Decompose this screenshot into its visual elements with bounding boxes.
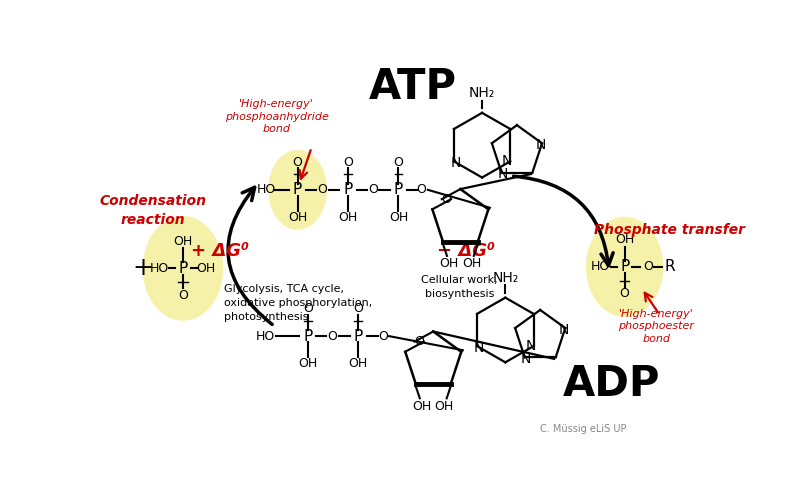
- Text: N: N: [474, 341, 484, 355]
- Text: O: O: [353, 302, 363, 315]
- Text: P: P: [620, 260, 630, 274]
- Text: HO: HO: [150, 262, 170, 275]
- Text: O: O: [368, 183, 378, 197]
- Text: O: O: [394, 156, 403, 169]
- Text: O: O: [178, 289, 188, 302]
- Text: 'High-energy'
phosphoanhydride
bond: 'High-energy' phosphoanhydride bond: [225, 99, 329, 134]
- Text: O: O: [327, 330, 338, 343]
- Text: R: R: [664, 260, 675, 274]
- Text: OH: OH: [434, 400, 454, 412]
- Text: HO: HO: [257, 183, 276, 197]
- Text: OH: OH: [462, 257, 481, 270]
- Text: OH: OH: [440, 257, 459, 270]
- Text: OH: OH: [338, 211, 358, 224]
- Text: O: O: [318, 183, 327, 197]
- Text: OH: OH: [389, 211, 408, 224]
- Text: ATP: ATP: [369, 67, 457, 108]
- Ellipse shape: [268, 150, 327, 230]
- Text: P: P: [343, 182, 353, 198]
- Text: NH₂: NH₂: [469, 86, 495, 100]
- Text: P: P: [303, 329, 312, 344]
- Text: + ΔG⁰: + ΔG⁰: [191, 242, 249, 261]
- Text: OH: OH: [174, 235, 193, 248]
- Text: − ΔG⁰: − ΔG⁰: [437, 242, 494, 261]
- Text: Condensation
reaction: Condensation reaction: [99, 195, 206, 227]
- Text: P: P: [394, 182, 403, 198]
- Text: O: O: [417, 183, 426, 197]
- Text: OH: OH: [288, 211, 307, 224]
- Text: P: P: [178, 261, 187, 276]
- Text: HO: HO: [590, 261, 610, 273]
- Text: Glycolysis, TCA cycle,
oxidative phosphorylation,
photosynthesis: Glycolysis, TCA cycle, oxidative phospho…: [224, 284, 372, 322]
- Text: N: N: [502, 154, 512, 168]
- Text: O: O: [302, 302, 313, 315]
- Text: N: N: [558, 323, 569, 337]
- Ellipse shape: [142, 216, 223, 321]
- Text: OH: OH: [615, 233, 634, 246]
- Text: NH₂: NH₂: [492, 271, 518, 285]
- Text: OH: OH: [413, 400, 432, 412]
- Text: O: O: [414, 335, 424, 348]
- Text: ADP: ADP: [562, 363, 660, 405]
- Text: +: +: [132, 257, 153, 280]
- Text: O: O: [378, 330, 388, 343]
- Text: N: N: [526, 339, 536, 353]
- Text: OH: OH: [197, 262, 216, 275]
- Text: P: P: [354, 329, 362, 344]
- Text: N: N: [535, 138, 546, 152]
- Text: HO: HO: [255, 330, 274, 343]
- Ellipse shape: [586, 217, 663, 317]
- Text: Cellular work,
biosynthesis: Cellular work, biosynthesis: [422, 275, 498, 298]
- Text: O: O: [343, 156, 353, 169]
- Text: O: O: [643, 261, 653, 273]
- Text: 'High-energy'
phosphoester
bond: 'High-energy' phosphoester bond: [618, 309, 694, 344]
- Text: N: N: [498, 167, 508, 181]
- Text: N: N: [521, 352, 531, 366]
- Text: OH: OH: [298, 357, 318, 370]
- Text: Phosphate transfer: Phosphate transfer: [594, 223, 745, 237]
- Text: C. Müssig eLiS UP: C. Müssig eLiS UP: [540, 423, 627, 433]
- Text: O: O: [442, 193, 451, 206]
- Text: O: O: [620, 287, 630, 300]
- Text: N: N: [450, 156, 461, 170]
- Text: P: P: [293, 182, 302, 198]
- Text: O: O: [293, 156, 302, 169]
- Text: OH: OH: [349, 357, 368, 370]
